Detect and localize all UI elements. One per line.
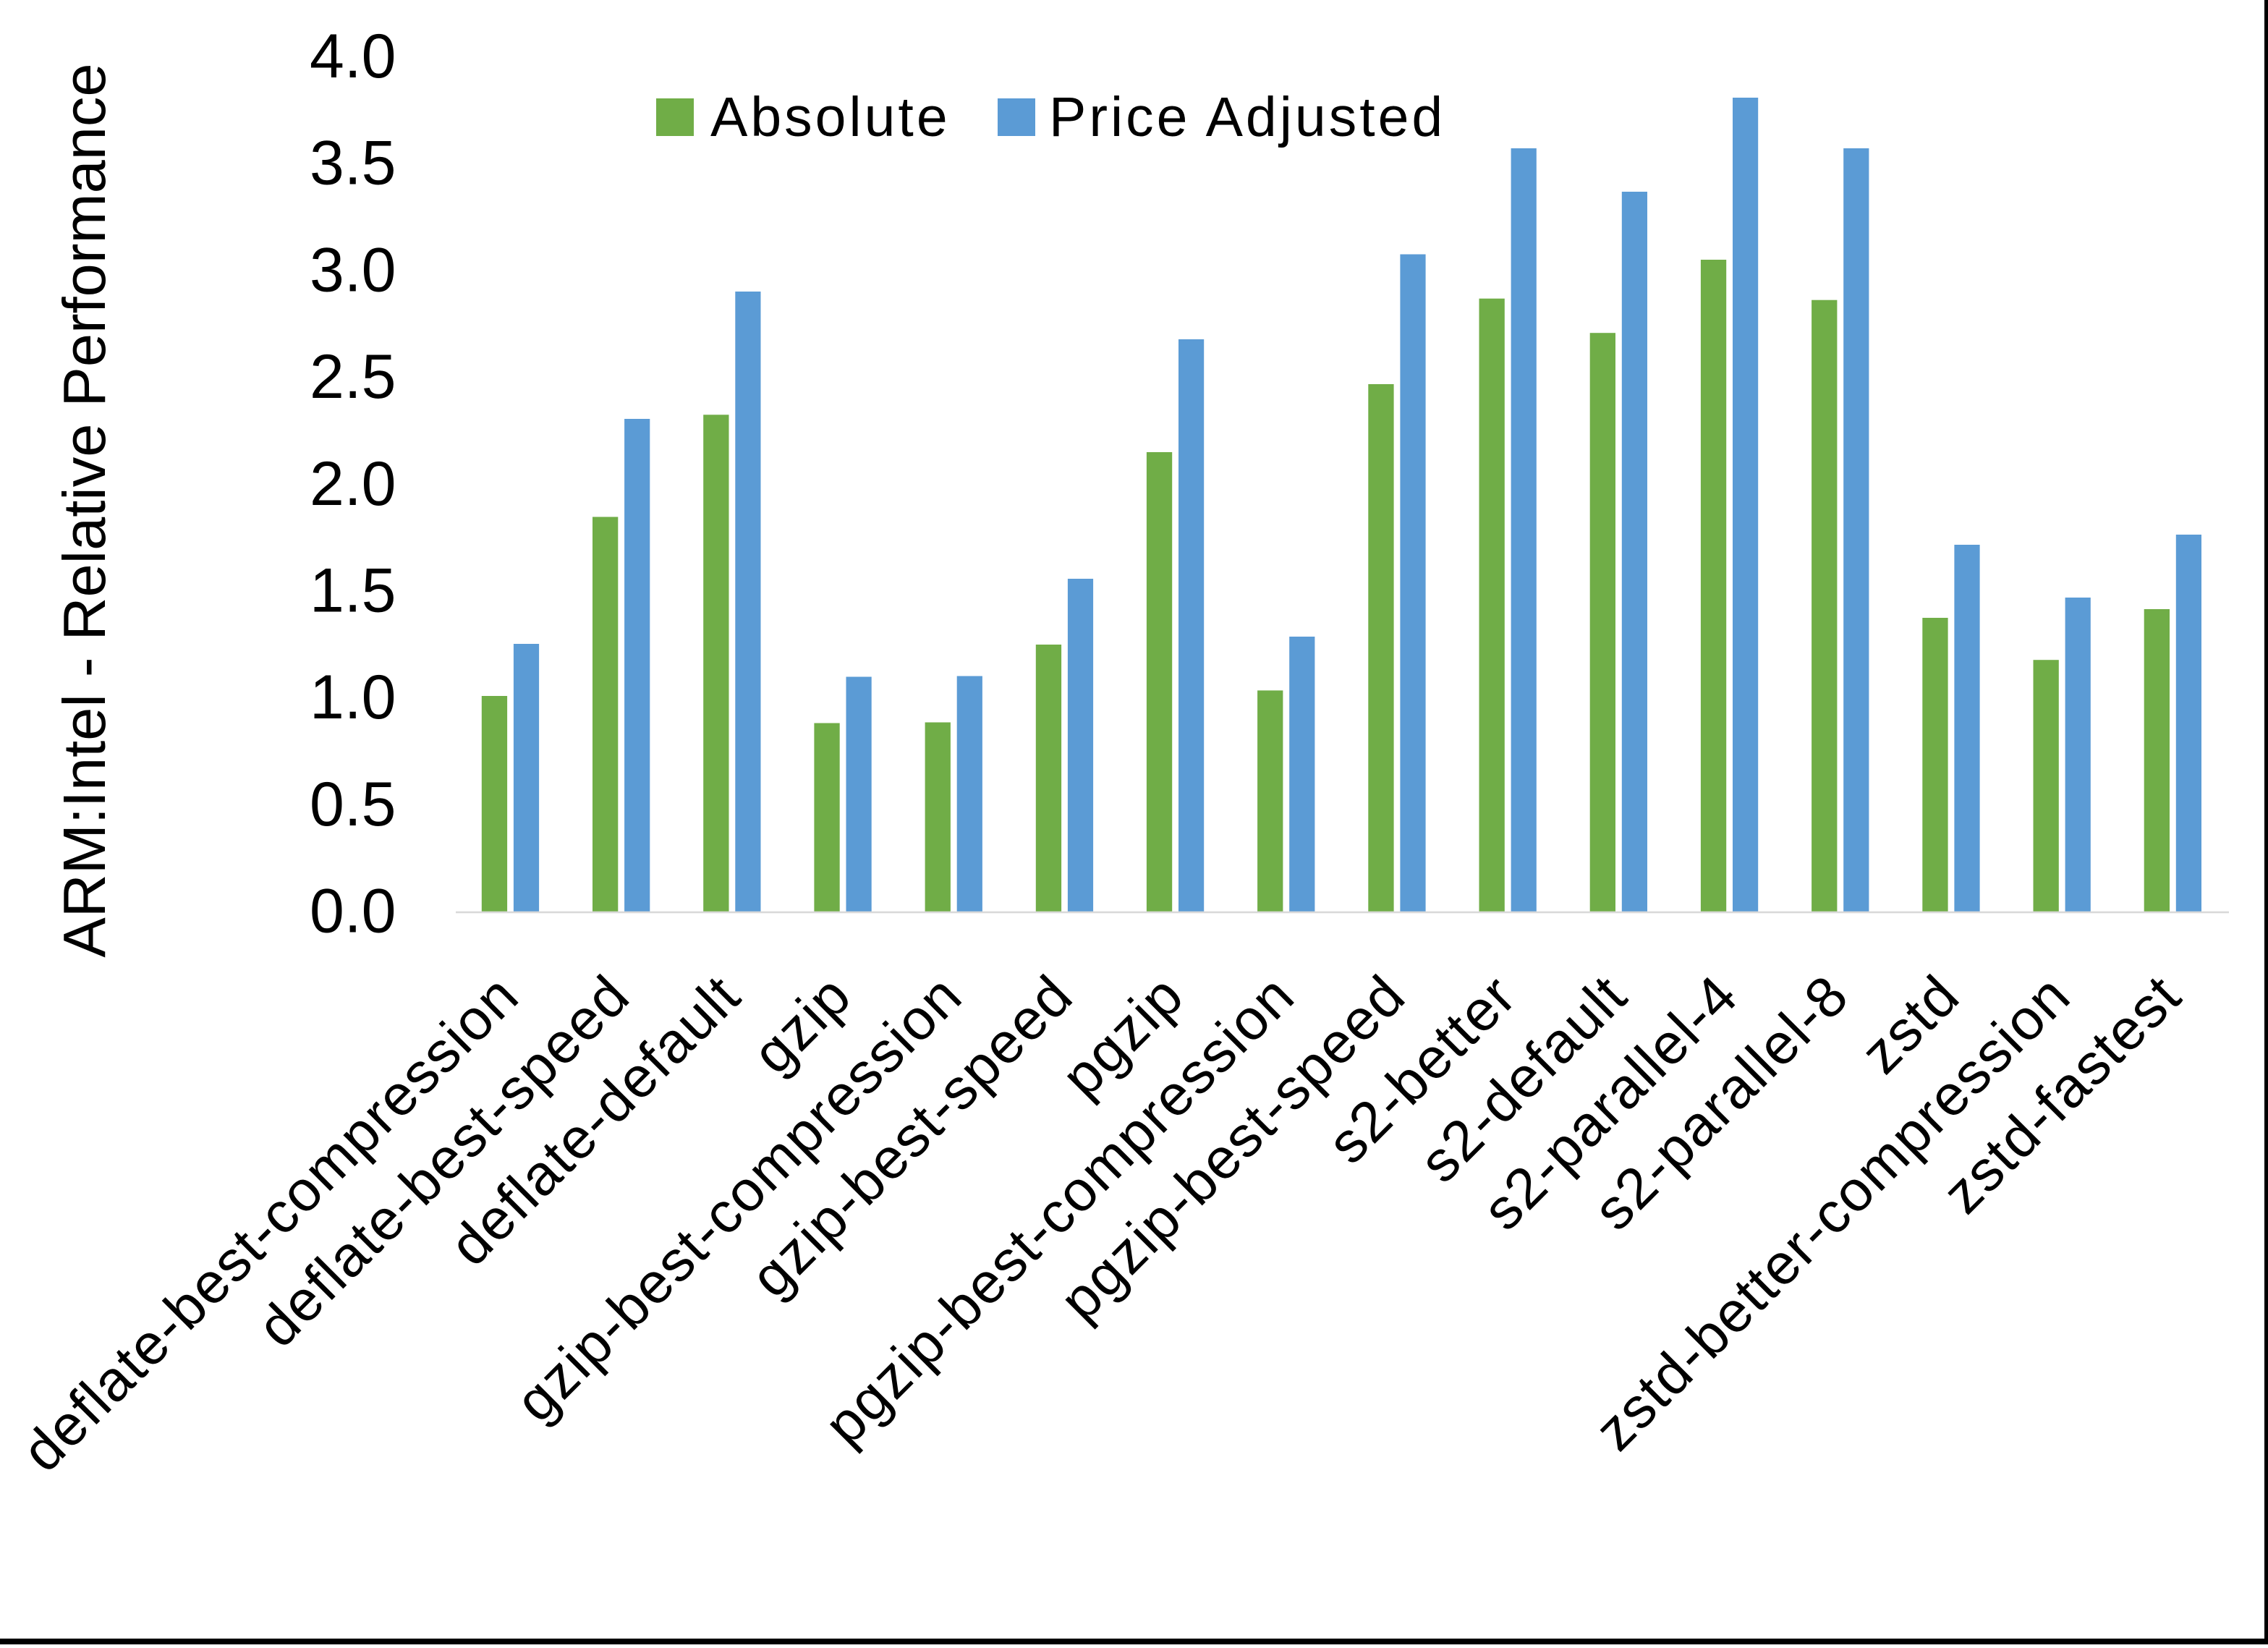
svg-text:ARM:Intel - Relative Performan: ARM:Intel - Relative Performance [51,63,118,957]
svg-text:3.0: 3.0 [310,235,396,305]
svg-text:0.0: 0.0 [310,877,396,946]
svg-text:2.5: 2.5 [310,342,396,412]
svg-text:2.0: 2.0 [310,449,396,519]
svg-text:1.5: 1.5 [310,556,396,626]
svg-text:4.0: 4.0 [310,22,396,91]
svg-text:Price Adjusted: Price Adjusted [1049,86,1445,148]
svg-text:3.5: 3.5 [310,129,396,198]
svg-text:Absolute: Absolute [710,86,951,148]
svg-text:1.0: 1.0 [310,663,396,732]
svg-text:0.5: 0.5 [310,770,396,839]
